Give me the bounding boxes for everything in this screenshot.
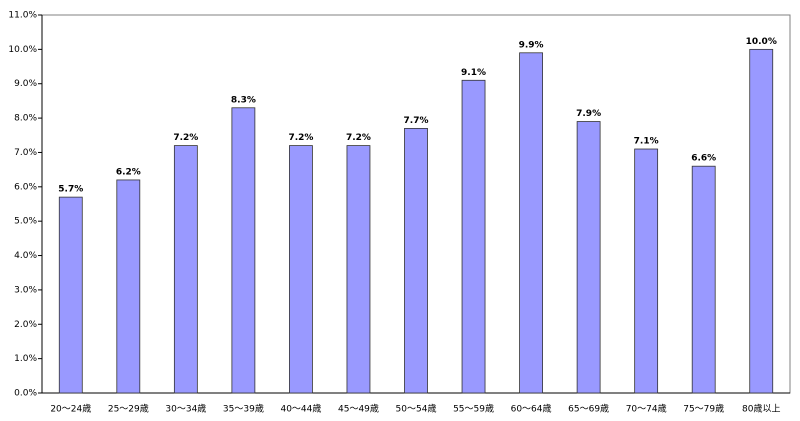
bar [58,196,83,394]
value-label: 7.9% [576,109,601,119]
value-label: 7.2% [173,133,198,143]
y-tick-label: 3.0% [14,285,37,295]
x-tick-label: 55～59歳 [453,403,494,415]
x-tick-label: 20～24歳 [50,403,91,415]
x-tick-label: 45～49歳 [338,403,379,415]
value-label: 7.2% [288,133,313,143]
x-tick-label: 65～69歳 [568,403,609,415]
bar [519,52,543,394]
y-tick-label: 11.0% [8,11,37,21]
bar [173,145,198,394]
y-tick-label: 9.0% [14,79,37,89]
y-tick-label: 6.0% [14,182,37,192]
y-tick-label: 7.0% [14,148,37,158]
bar [634,148,659,394]
bar [289,145,313,394]
y-tick-label: 10.0% [8,45,37,55]
x-tick-label: 50～54歳 [396,403,437,415]
value-label: 7.7% [404,116,429,126]
x-tick-label: 60～64歳 [511,403,552,415]
y-tick-label: 4.0% [14,251,37,261]
x-tick-label: 70～74歳 [626,403,667,415]
bar [346,145,371,394]
x-tick-label: 25～29歳 [108,403,149,415]
bar [691,165,716,394]
y-tick-label: 2.0% [14,320,37,330]
x-tick-label: 80歳以上 [742,403,780,415]
x-tick-label: 75～79歳 [683,403,724,415]
bar [749,48,774,394]
value-label: 7.2% [346,133,371,143]
value-label: 6.2% [116,167,141,177]
x-tick-label: 40～44歳 [280,403,321,415]
bar [461,79,486,394]
value-label: 9.1% [461,68,486,78]
bar [404,127,428,394]
value-label: 10.0% [746,37,777,47]
y-tick-label: 1.0% [14,354,37,364]
value-label: 6.6% [691,154,716,164]
x-tick-label: 35～39歳 [223,403,264,415]
value-label: 8.3% [231,95,256,105]
y-tick-label: 5.0% [14,217,37,227]
y-tick-label: 0.0% [14,389,37,399]
bar [231,107,256,394]
bar [576,121,601,394]
value-label: 5.7% [58,185,83,195]
value-label: 7.1% [634,137,659,147]
bar [116,179,141,394]
x-tick-label: 30～34歳 [165,403,206,415]
value-label: 9.9% [519,40,544,50]
y-tick-label: 8.0% [14,114,37,124]
